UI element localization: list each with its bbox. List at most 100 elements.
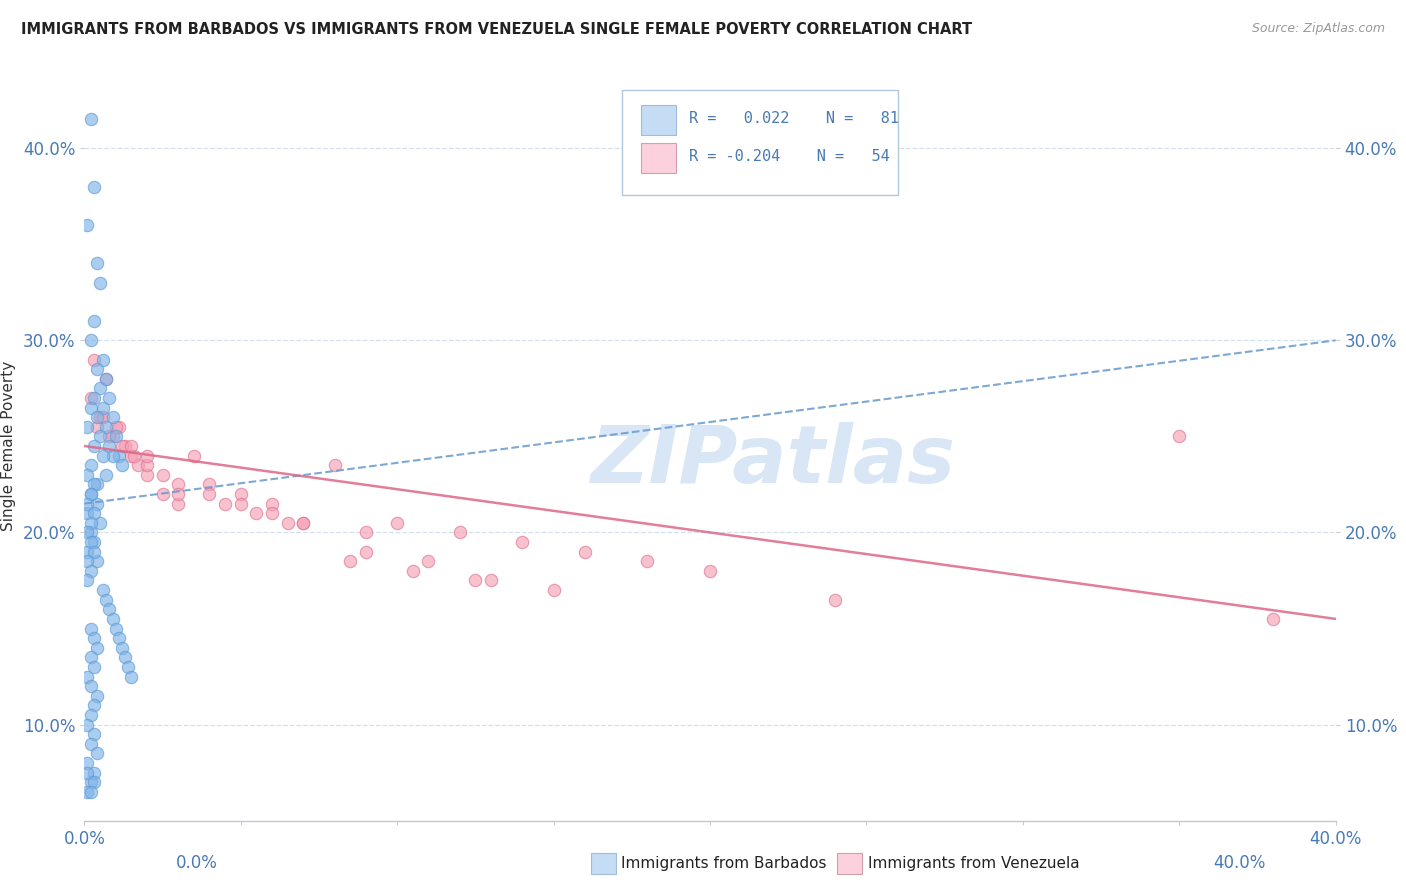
Text: R = -0.204    N =   54: R = -0.204 N = 54	[689, 149, 890, 163]
Point	[86, 689, 108, 703]
Point	[89, 410, 111, 425]
Point	[79, 487, 101, 501]
Point	[183, 449, 205, 463]
Point	[111, 458, 134, 473]
Point	[76, 765, 98, 780]
Point	[79, 334, 101, 348]
Point	[104, 419, 127, 434]
Point	[86, 410, 108, 425]
Point	[79, 516, 101, 530]
Point	[699, 564, 721, 578]
Point	[89, 516, 111, 530]
Point	[479, 574, 502, 588]
Text: 40.0%: 40.0%	[1213, 855, 1265, 872]
Point	[107, 419, 129, 434]
Point	[83, 727, 105, 741]
Point	[86, 477, 108, 491]
Point	[86, 256, 108, 270]
Point	[96, 467, 118, 482]
Point	[79, 785, 101, 799]
Point	[79, 737, 101, 751]
Point	[91, 352, 114, 367]
Point	[136, 467, 159, 482]
Point	[402, 564, 425, 578]
Point	[76, 544, 98, 558]
Point	[83, 439, 105, 453]
Point	[167, 477, 190, 491]
Point	[229, 487, 252, 501]
Text: Source: ZipAtlas.com: Source: ZipAtlas.com	[1251, 22, 1385, 36]
Point	[111, 640, 134, 655]
Point	[83, 477, 105, 491]
Point	[83, 765, 105, 780]
Point	[574, 544, 596, 558]
Point	[91, 449, 114, 463]
Point	[79, 535, 101, 549]
Point	[98, 439, 121, 453]
Point	[96, 419, 118, 434]
Point	[323, 458, 346, 473]
Point	[354, 544, 377, 558]
Point	[292, 516, 315, 530]
Point	[136, 458, 159, 473]
Point	[1168, 429, 1191, 443]
Point	[120, 449, 142, 463]
Point	[98, 602, 121, 616]
Point	[89, 429, 111, 443]
Point	[167, 487, 190, 501]
Point	[83, 314, 105, 328]
Point	[101, 429, 124, 443]
Point	[83, 535, 105, 549]
Point	[86, 747, 108, 761]
Point	[152, 467, 174, 482]
Point	[277, 516, 299, 530]
Point	[96, 372, 118, 386]
Point	[83, 179, 105, 194]
Point	[98, 391, 121, 405]
Point	[136, 449, 159, 463]
Point	[104, 429, 127, 443]
Point	[79, 650, 101, 665]
Text: 0.0%: 0.0%	[176, 855, 218, 872]
Text: IMMIGRANTS FROM BARBADOS VS IMMIGRANTS FROM VENEZUELA SINGLE FEMALE POVERTY CORR: IMMIGRANTS FROM BARBADOS VS IMMIGRANTS F…	[21, 22, 972, 37]
Point	[79, 775, 101, 789]
Point	[824, 592, 846, 607]
Point	[79, 622, 101, 636]
Point	[418, 554, 440, 568]
Point	[79, 401, 101, 415]
Point	[79, 458, 101, 473]
Point	[86, 640, 108, 655]
Point	[449, 525, 471, 540]
Point	[262, 497, 284, 511]
Point	[83, 775, 105, 789]
Point	[385, 516, 409, 530]
Point	[637, 554, 659, 568]
Point	[114, 650, 136, 665]
Point	[79, 708, 101, 723]
Point	[114, 439, 136, 453]
Point	[91, 410, 114, 425]
Point	[354, 525, 377, 540]
Point	[83, 660, 105, 674]
Point	[86, 362, 108, 376]
Point	[76, 419, 98, 434]
Point	[83, 544, 105, 558]
Point	[117, 660, 139, 674]
Point	[198, 487, 221, 501]
Text: ZIPatlas: ZIPatlas	[591, 422, 955, 500]
Point	[96, 372, 118, 386]
Point	[76, 554, 98, 568]
Point	[101, 410, 124, 425]
Point	[79, 487, 101, 501]
Point	[120, 439, 142, 453]
Point	[124, 449, 146, 463]
FancyBboxPatch shape	[623, 90, 898, 195]
Point	[91, 401, 114, 415]
Point	[198, 477, 221, 491]
Point	[86, 419, 108, 434]
Point	[83, 631, 105, 645]
Point	[83, 391, 105, 405]
Point	[101, 612, 124, 626]
Point	[76, 669, 98, 683]
Point	[83, 698, 105, 713]
